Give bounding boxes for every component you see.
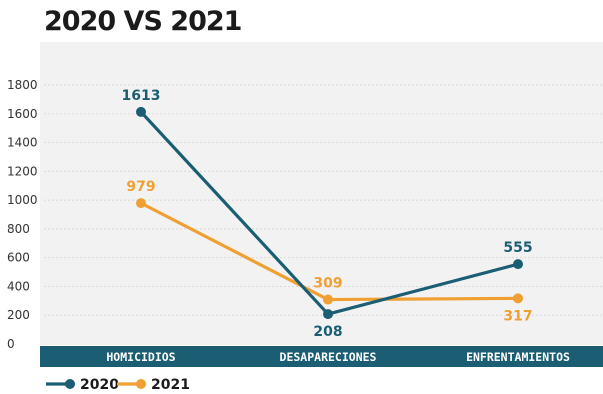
y-tick-label: 1000 — [7, 193, 38, 207]
chart-title: 2020 VS 2021 — [44, 6, 242, 37]
y-tick-label: 800 — [7, 222, 30, 236]
legend-swatch-marker — [136, 379, 146, 389]
legend-item-2020: 2020 — [46, 377, 119, 393]
data-label-2020: 1613 — [122, 88, 161, 104]
legend-label: 2020 — [80, 377, 119, 393]
legend: 2020 2021 — [46, 377, 190, 393]
data-labels: 1613 208 555 979 309 317 — [122, 88, 533, 340]
data-point-2021 — [513, 293, 523, 304]
data-point-2020 — [136, 106, 146, 117]
data-label-2021: 317 — [503, 308, 532, 324]
y-tick-label: 1400 — [7, 136, 38, 150]
y-tick-label: 0 — [7, 337, 15, 351]
y-tick-label: 1600 — [7, 107, 38, 121]
category-band — [40, 346, 603, 367]
category-labels: HOMICIDIOS DESAPARECIONES ENFRENTAMIENTOS — [106, 350, 570, 364]
data-point-2021 — [136, 198, 146, 209]
series-layer — [136, 106, 523, 320]
y-tick-label: 1200 — [7, 164, 38, 178]
y-tick-label: 1800 — [7, 78, 38, 92]
legend-label: 2021 — [151, 377, 190, 393]
legend-swatch-marker — [65, 379, 75, 389]
x-category-label: ENFRENTAMIENTOS — [466, 350, 570, 364]
data-point-2021 — [323, 294, 333, 305]
data-point-2020 — [323, 309, 333, 320]
y-tick-label: 400 — [7, 279, 30, 293]
x-category-label: DESAPARECIONES — [280, 350, 377, 364]
y-tick-label: 600 — [7, 251, 30, 265]
data-label-2021: 979 — [126, 179, 155, 195]
legend-item-2021: 2021 — [117, 377, 190, 393]
data-point-2020 — [513, 259, 523, 270]
data-label-2021: 309 — [313, 276, 342, 292]
x-category-label: HOMICIDIOS — [106, 350, 175, 364]
y-axis-ticks: 0 200 400 600 800 1000 1200 1400 1600 1800 — [7, 78, 38, 351]
y-tick-label: 200 — [7, 308, 30, 322]
data-label-2020: 555 — [503, 240, 532, 256]
data-label-2020: 208 — [313, 324, 342, 340]
